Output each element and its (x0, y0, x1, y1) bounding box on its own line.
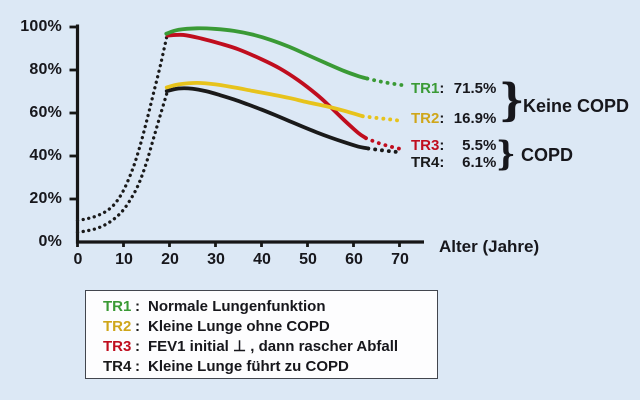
y-tick-label: 40% (29, 147, 62, 164)
curve-tr2 (164, 80, 365, 119)
legend-tr1-text: Normale Lungenfunktion (148, 298, 326, 315)
y-tick-label: 80% (29, 61, 62, 78)
tr1-colon: : (439, 80, 445, 97)
legend-tr3-text: FEV1 initial ⊥ , dann rascher Abfall (148, 338, 399, 355)
y-tick-label: 60% (29, 104, 62, 121)
group-label-keine-copd: Keine COPD (523, 96, 630, 116)
x-tick-label: 40 (253, 251, 271, 268)
legend-tr4-text: Kleine Lunge führt zu COPD (148, 358, 349, 375)
x-tick-label: 30 (207, 251, 225, 268)
tr3-label: TR3 (411, 137, 440, 154)
axes (75, 24, 424, 244)
x-tick-label: 50 (299, 251, 317, 268)
tr2-colon: : (439, 110, 445, 127)
tr1-label: TR1 (411, 80, 440, 97)
curve-tr1-dotted-tail (365, 76, 406, 88)
tr2-label: TR2 (411, 110, 440, 127)
tr1-value: 71.5% (453, 80, 497, 97)
legend-row-tr3: TR3: FEV1 initial ⊥ , dann rascher Abfall (103, 337, 437, 357)
x-tick-label: 10 (115, 251, 133, 268)
curve-tr4-dotted-tail (366, 146, 403, 155)
curve-tr3-dotted-tail (364, 136, 406, 152)
legend-tr4-colon: : (135, 358, 140, 375)
trajectory-annotation-tr2: TR2: 16.9% (411, 110, 496, 127)
keine-copd-brace: } (499, 75, 525, 126)
tr3-value: 5.5% (462, 137, 497, 154)
curve-tr3 (165, 32, 368, 141)
legend-tr1-label: TR1 (103, 298, 132, 315)
legend-tr4-label: TR4 (103, 358, 132, 375)
tr4-value: 6.1% (462, 154, 497, 171)
legend-row-tr1: TR1: Normale Lungenfunktion (103, 297, 437, 317)
tr3-colon: : (439, 137, 445, 154)
group-label-copd: COPD (521, 145, 574, 165)
tr4-label: TR4 (411, 154, 440, 171)
y-tick-label: 0% (38, 233, 62, 250)
lead-curve-growth-high (75, 35, 169, 223)
trajectory-annotation-tr4: TR4: 6.1% (411, 154, 496, 171)
lead-curve-growth-low (75, 92, 169, 234)
x-axis-title: Alter (Jahre) (439, 237, 540, 256)
legend-tr3-colon: : (135, 338, 140, 355)
x-tick-label: 0 (73, 251, 83, 268)
tr4-colon: : (439, 154, 445, 171)
x-tick-label: 20 (161, 251, 179, 268)
legend-row-tr2: TR2: Kleine Lunge ohne COPD (103, 317, 437, 337)
legend-tr3-label: TR3 (103, 338, 132, 355)
legend-tr2-colon: : (135, 318, 140, 335)
curve-tr4 (164, 86, 371, 151)
curve-tr2-dotted-tail (360, 114, 406, 124)
y-tick-label: 100% (20, 18, 62, 35)
copd-brace: } (496, 134, 516, 174)
legend-box: TR1: Normale Lungenfunktion TR2: Kleine Lu… (85, 290, 438, 379)
legend-tr2-label: TR2 (103, 318, 132, 335)
tr2-value: 16.9% (453, 110, 497, 127)
x-tick-label: 60 (345, 251, 363, 268)
curve-tr1 (164, 26, 370, 81)
trajectory-annotation-tr1: TR1: 71.5% (411, 80, 496, 97)
y-tick-label: 20% (29, 190, 62, 207)
legend-tr1-colon: : (135, 298, 140, 315)
legend-row-tr4: TR4: Kleine Lunge führt zu COPD (103, 357, 437, 377)
x-tick-label: 70 (391, 251, 409, 268)
trajectory-annotation-tr3: TR3: 5.5% (411, 137, 496, 154)
legend-tr2-text: Kleine Lunge ohne COPD (148, 318, 330, 335)
